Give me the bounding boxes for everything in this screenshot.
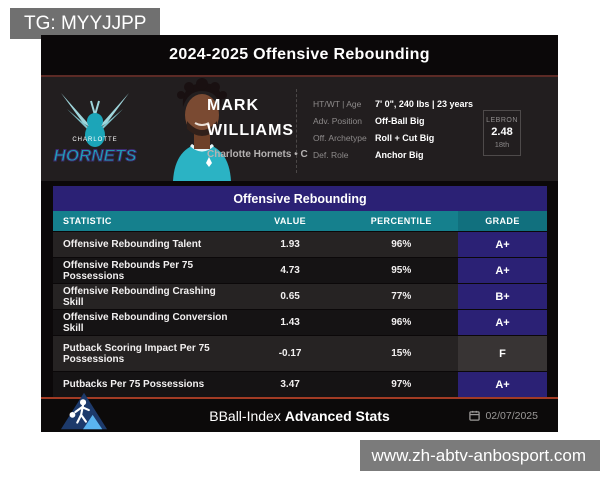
player-team-position: Charlotte Hornets • C (207, 149, 308, 160)
column-value: VALUE (274, 216, 307, 226)
table-row: Offensive Rebounds Per 75 Possessions 4.… (53, 258, 547, 283)
lebron-metric-box: LEBRON 2.48 18th (483, 110, 521, 156)
stat-name: Putbacks Per 75 Possessions (63, 379, 205, 390)
calendar-icon (469, 410, 481, 421)
info-label: Def. Role (313, 149, 349, 160)
player-header: CHARLOTTE HORNETS (41, 77, 558, 181)
info-label: HT/WT | Age (313, 98, 362, 109)
table-column-header: STATISTIC VALUE PERCENTILE GRADE (53, 211, 547, 231)
stat-value: 4.73 (280, 265, 300, 276)
lebron-value: 2.48 (491, 126, 513, 138)
info-row: Def. Role Anchor Big (313, 146, 473, 163)
stat-grade: A+ (458, 258, 547, 283)
svg-text:HORNETS: HORNETS (53, 146, 137, 165)
stat-percentile: 15% (391, 348, 412, 359)
info-label: Off. Archetype (313, 132, 367, 143)
bball-index-logo-icon (60, 392, 108, 430)
svg-text:CHARLOTTE: CHARLOTTE (72, 137, 117, 143)
stat-percentile: 96% (391, 239, 412, 250)
stat-grade: A+ (458, 310, 547, 335)
table-row: Putbacks Per 75 Possessions 3.47 97% A+ (53, 372, 547, 397)
card-title: 2024-2025 Offensive Rebounding (169, 46, 430, 63)
table-section-header: Offensive Rebounding (53, 186, 547, 211)
stat-percentile: 97% (391, 379, 412, 390)
stat-grade: A+ (458, 232, 547, 257)
stat-name: Offensive Rebounding Crashing Skill (63, 285, 216, 308)
column-percentile: PERCENTILE (370, 216, 432, 226)
info-value: 7' 0", 240 lbs | 23 years (375, 98, 473, 109)
info-value: Anchor Big (375, 149, 424, 160)
card-footer: BBall-Index Advanced Stats 02/07/2025 (41, 392, 558, 432)
stat-value: 1.43 (280, 317, 300, 328)
info-label: Adv. Position (313, 115, 362, 126)
stat-name: Offensive Rebounds Per 75 Possessions (63, 259, 194, 282)
lebron-label: LEBRON (486, 117, 518, 124)
brand-regular: BBall-Index (209, 407, 281, 424)
info-row: HT/WT | Age 7' 0", 240 lbs | 23 years (313, 95, 473, 112)
table-row: Offensive Rebounding Talent 1.93 96% A+ (53, 232, 547, 257)
footer-date: 02/07/2025 (469, 410, 538, 422)
column-statistic: STATISTIC (63, 216, 112, 226)
player-last-name: WILLIAMS (207, 122, 295, 139)
table-section-title: Offensive Rebounding (233, 191, 367, 206)
player-info-list: HT/WT | Age 7' 0", 240 lbs | 23 years Ad… (313, 95, 473, 163)
info-row: Off. Archetype Roll + Cut Big (313, 129, 473, 146)
stat-percentile: 77% (391, 291, 412, 302)
table-row: Putback Scoring Impact Per 75 Possession… (53, 336, 547, 371)
info-value: Roll + Cut Big (375, 132, 435, 143)
stats-table: Offensive Rebounding STATISTIC VALUE PER… (53, 186, 547, 397)
hornets-logo-icon: CHARLOTTE HORNETS (53, 93, 137, 166)
stats-card: 2024-2025 Offensive Rebounding CHARLOTTE… (41, 35, 558, 432)
stat-name: Putback Scoring Impact Per 75 Possession… (63, 342, 210, 365)
card-title-bar: 2024-2025 Offensive Rebounding (41, 35, 558, 77)
brand-bold: Advanced Stats (284, 407, 390, 424)
footer-date-text: 02/07/2025 (485, 409, 538, 422)
column-grade: GRADE (458, 211, 547, 231)
player-name-block: MARK WILLIAMS Charlotte Hornets • C (207, 93, 308, 160)
stat-name: Offensive Rebounding Talent (63, 239, 202, 250)
brand-text: BBall-Index Advanced Stats (41, 408, 558, 424)
vertical-divider (296, 89, 297, 173)
stat-grade: F (458, 336, 547, 371)
stat-name: Offensive Rebounding Conversion Skill (63, 311, 228, 334)
info-value: Off-Ball Big (375, 115, 425, 126)
info-row: Adv. Position Off-Ball Big (313, 112, 473, 129)
lebron-rank: 18th (494, 140, 510, 149)
stat-grade: A+ (458, 372, 547, 397)
stat-percentile: 95% (391, 265, 412, 276)
stat-value: -0.17 (278, 348, 302, 359)
stat-value: 1.93 (280, 239, 300, 250)
site-watermark-text: www.zh-abtv-anbosport.com (371, 445, 586, 465)
table-row: Offensive Rebounding Crashing Skill 0.65… (53, 284, 547, 309)
site-watermark-badge: www.zh-abtv-anbosport.com (359, 440, 600, 471)
stat-value: 3.47 (280, 379, 300, 390)
stat-grade: B+ (458, 284, 547, 309)
player-first-name: MARK (207, 97, 259, 114)
tg-watermark-text: TG: MYYJJPP (24, 12, 147, 34)
tg-watermark-badge: TG: MYYJJPP (10, 8, 161, 39)
table-row: Offensive Rebounding Conversion Skill 1.… (53, 310, 547, 335)
stat-percentile: 96% (391, 317, 412, 328)
stat-value: 0.65 (280, 291, 300, 302)
player-photo (143, 77, 261, 181)
